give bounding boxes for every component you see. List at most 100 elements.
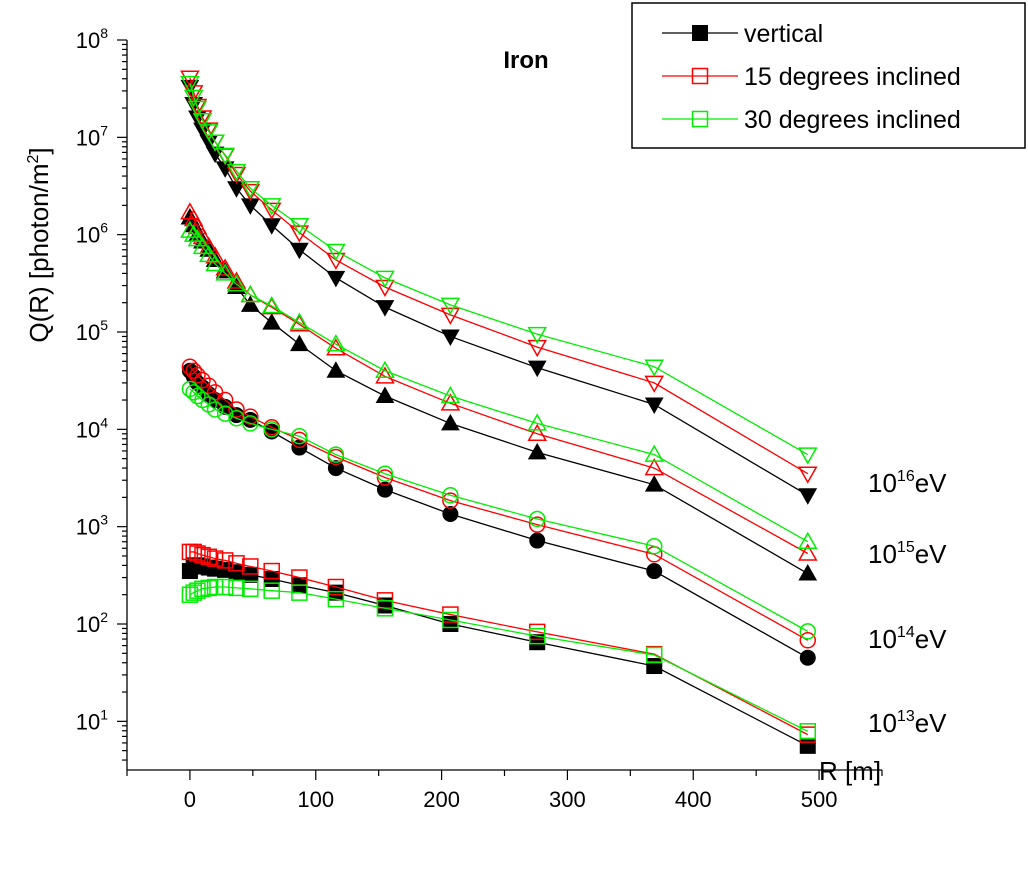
legend-marker [691,67,709,85]
legend-label: vertical [744,20,823,48]
data-point [194,580,211,598]
data-point [527,413,548,431]
energy-exponent: 16 [897,468,915,485]
y-tick-exponent: 4 [100,414,108,430]
data-point [375,300,395,317]
data-point [528,510,546,528]
data-point [215,263,235,281]
legend-label: 15 degrees inclined [744,63,961,91]
data-point [797,531,818,549]
energy-group [180,70,818,505]
y-tick-base: 10 [76,28,100,53]
x-tick-label: 400 [675,787,712,812]
data-point [228,401,245,418]
data-point [442,611,459,629]
data-point [441,413,460,431]
y-tick-label: 103 [76,512,108,540]
y-axis-label: Q(R) [photon/m2] [24,147,54,342]
data-point [799,623,817,640]
series-line [189,217,809,575]
data-point [440,307,461,325]
data-point [797,466,818,484]
data-point [180,220,200,238]
data-point [327,446,345,463]
data-point [529,532,546,549]
data-point [263,582,280,599]
data-point [226,166,247,185]
energy-group [181,358,817,666]
data-point [199,124,219,142]
y-tick-base: 10 [76,515,100,540]
data-point [528,627,546,645]
data-point [205,253,225,272]
data-point [187,100,208,119]
y-axis-label-main: Q(R) [photon/m [24,163,54,342]
y-axis-label-close: ] [24,147,54,154]
data-point [799,649,816,666]
energy-group [181,543,817,754]
data-point [289,217,310,236]
data-point [185,362,202,379]
data-point [199,122,219,140]
chart-title: Iron [503,47,548,74]
data-point [206,550,224,567]
energy-label: 1015eV [868,539,947,569]
y-tick-exponent: 8 [100,25,108,41]
data-point [216,578,234,596]
data-point [240,284,261,303]
y-tick-label: 105 [76,317,108,345]
data-point [216,405,234,422]
data-point [375,279,395,298]
data-point [199,244,219,263]
data-point [326,334,346,352]
energy-base: 10 [868,624,897,654]
energy-base: 10 [868,539,897,569]
data-point [375,386,395,404]
energy-unit: eV [915,708,947,738]
x-tick-label: 300 [549,787,586,812]
data-point [194,546,211,564]
data-point [645,537,663,555]
data-point [327,590,345,608]
data-point [327,578,345,596]
series [180,202,818,561]
y-tick-label: 104 [76,414,108,442]
y-tick-exponent: 3 [100,512,108,528]
data-point [527,339,548,358]
data-point [527,326,548,345]
data-point [263,421,280,438]
data-point [290,334,309,352]
data-point [240,295,260,312]
data-point [376,465,394,482]
y-tick-exponent: 2 [100,609,108,625]
y-tick-label: 108 [76,25,108,53]
data-point [205,246,225,264]
y-tick-label: 102 [76,609,108,637]
data-point [215,147,235,165]
data-point [441,329,460,346]
x-axis-label: R [m] [819,756,881,786]
data-point [240,180,261,199]
data-point [206,401,224,418]
data-point [216,552,234,569]
data-point [242,408,259,425]
legend-marker [691,110,709,128]
data-point [242,415,259,432]
data-point [290,242,309,260]
data-point [798,488,818,505]
data-point [261,202,282,220]
data-point [262,313,282,330]
energy-exponent: 15 [897,539,915,556]
legend-label: 30 degrees inclined [744,106,961,134]
series-line [189,211,809,555]
data-point [440,297,461,315]
data-point [376,481,393,498]
data-point [216,391,234,409]
series [180,75,818,465]
data-point [644,444,665,462]
data-point [206,578,224,596]
data-point [200,548,218,566]
data-point [291,427,308,445]
data-point [180,70,200,88]
y-tick-label: 106 [76,220,108,248]
